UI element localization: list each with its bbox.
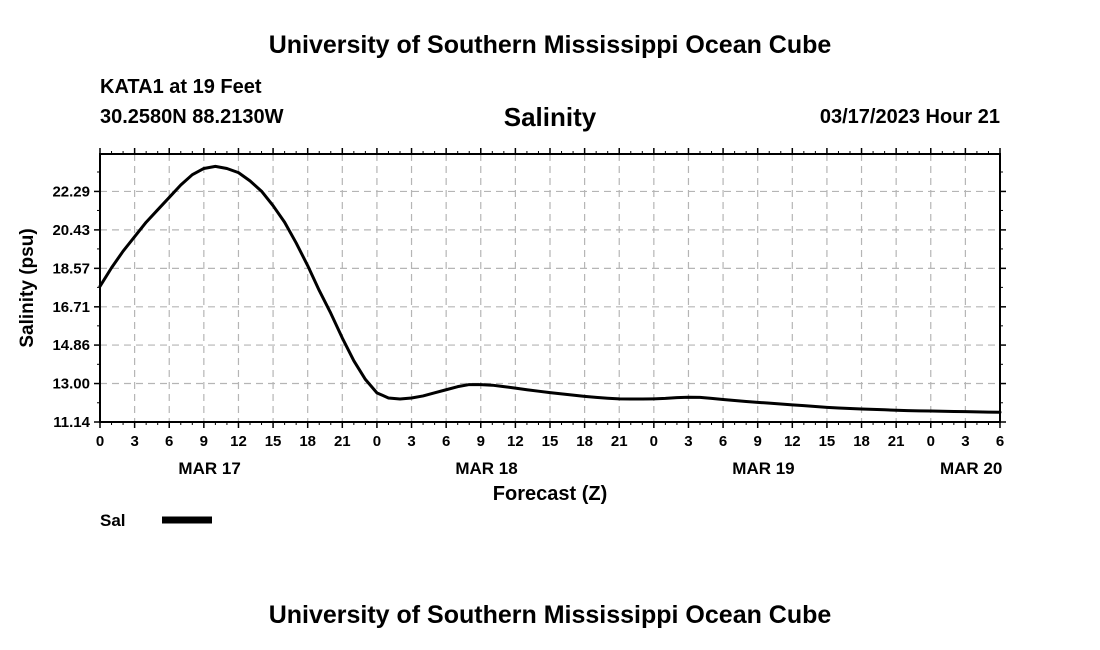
y-tick-label: 22.29 [52, 183, 90, 200]
y-tick-label: 18.57 [52, 260, 90, 277]
x-tick-label: 12 [507, 433, 524, 450]
x-day-label: MAR 19 [732, 459, 794, 478]
variable-title: Salinity [503, 102, 597, 132]
x-tick-label: 21 [888, 433, 905, 450]
x-tick-label: 3 [130, 433, 138, 450]
x-tick-label: 0 [650, 433, 658, 450]
chart-title-top: University of Southern Mississippi Ocean… [268, 31, 832, 59]
x-tick-label: 9 [477, 433, 485, 450]
x-tick-label: 6 [996, 433, 1004, 450]
legend: Sal [100, 511, 212, 530]
x-tick-label: 3 [684, 433, 692, 450]
x-tick-label: 18 [299, 433, 316, 450]
x-tick-label: 9 [754, 433, 762, 450]
x-tick-label: 15 [265, 433, 282, 450]
y-axis-label: Salinity (psu) [17, 228, 38, 347]
x-tick-label: 6 [442, 433, 450, 450]
x-tick-label: 18 [853, 433, 870, 450]
y-tick-label: 14.86 [52, 337, 90, 354]
x-tick-label: 12 [230, 433, 247, 450]
forecast-timestamp: 03/17/2023 Hour 21 [819, 106, 1000, 128]
x-tick-label: 21 [611, 433, 628, 450]
x-tick-label: 21 [334, 433, 351, 450]
y-tick-label: 20.43 [52, 222, 90, 239]
y-tick-label: 11.14 [53, 414, 90, 431]
x-tick-label: 0 [927, 433, 935, 450]
series-line-sal [98, 164, 1002, 414]
x-tick-label: 9 [200, 433, 208, 450]
x-tick-label: 6 [719, 433, 727, 450]
x-tick-label: 3 [961, 433, 969, 450]
x-tick-label: 18 [576, 433, 593, 450]
chart-grid [100, 154, 1000, 422]
x-tick-label: 15 [819, 433, 836, 450]
legend-label-sal: Sal [100, 511, 126, 530]
chart-title-bottom: University of Southern Mississippi Ocean… [268, 601, 832, 629]
x-tick-label: 0 [96, 433, 104, 450]
x-tick-label: 15 [542, 433, 559, 450]
y-tick-label: 16.71 [52, 299, 90, 316]
station-label: KATA1 at 19 Feet [100, 76, 262, 98]
y-tick-label: 13.00 [52, 376, 90, 393]
x-tick-label: 3 [407, 433, 415, 450]
ticks-layer: 0 3 6 9 12 15 18 21 0 3 6 9 12 15 18 21 0 3 6 9 12 15 18 21 0 3 6 1… [52, 148, 1006, 478]
series-layer [98, 164, 1002, 414]
x-axis-label: Forecast (Z) [493, 483, 607, 505]
x-tick-label: 12 [784, 433, 801, 450]
station-coords: 30.2580N 88.2130W [100, 106, 284, 128]
x-day-label: MAR 20 [940, 459, 1002, 478]
x-tick-label: 6 [165, 433, 173, 450]
x-tick-label: 0 [373, 433, 381, 450]
x-day-label: MAR 18 [455, 459, 517, 478]
x-day-label: MAR 17 [178, 459, 240, 478]
